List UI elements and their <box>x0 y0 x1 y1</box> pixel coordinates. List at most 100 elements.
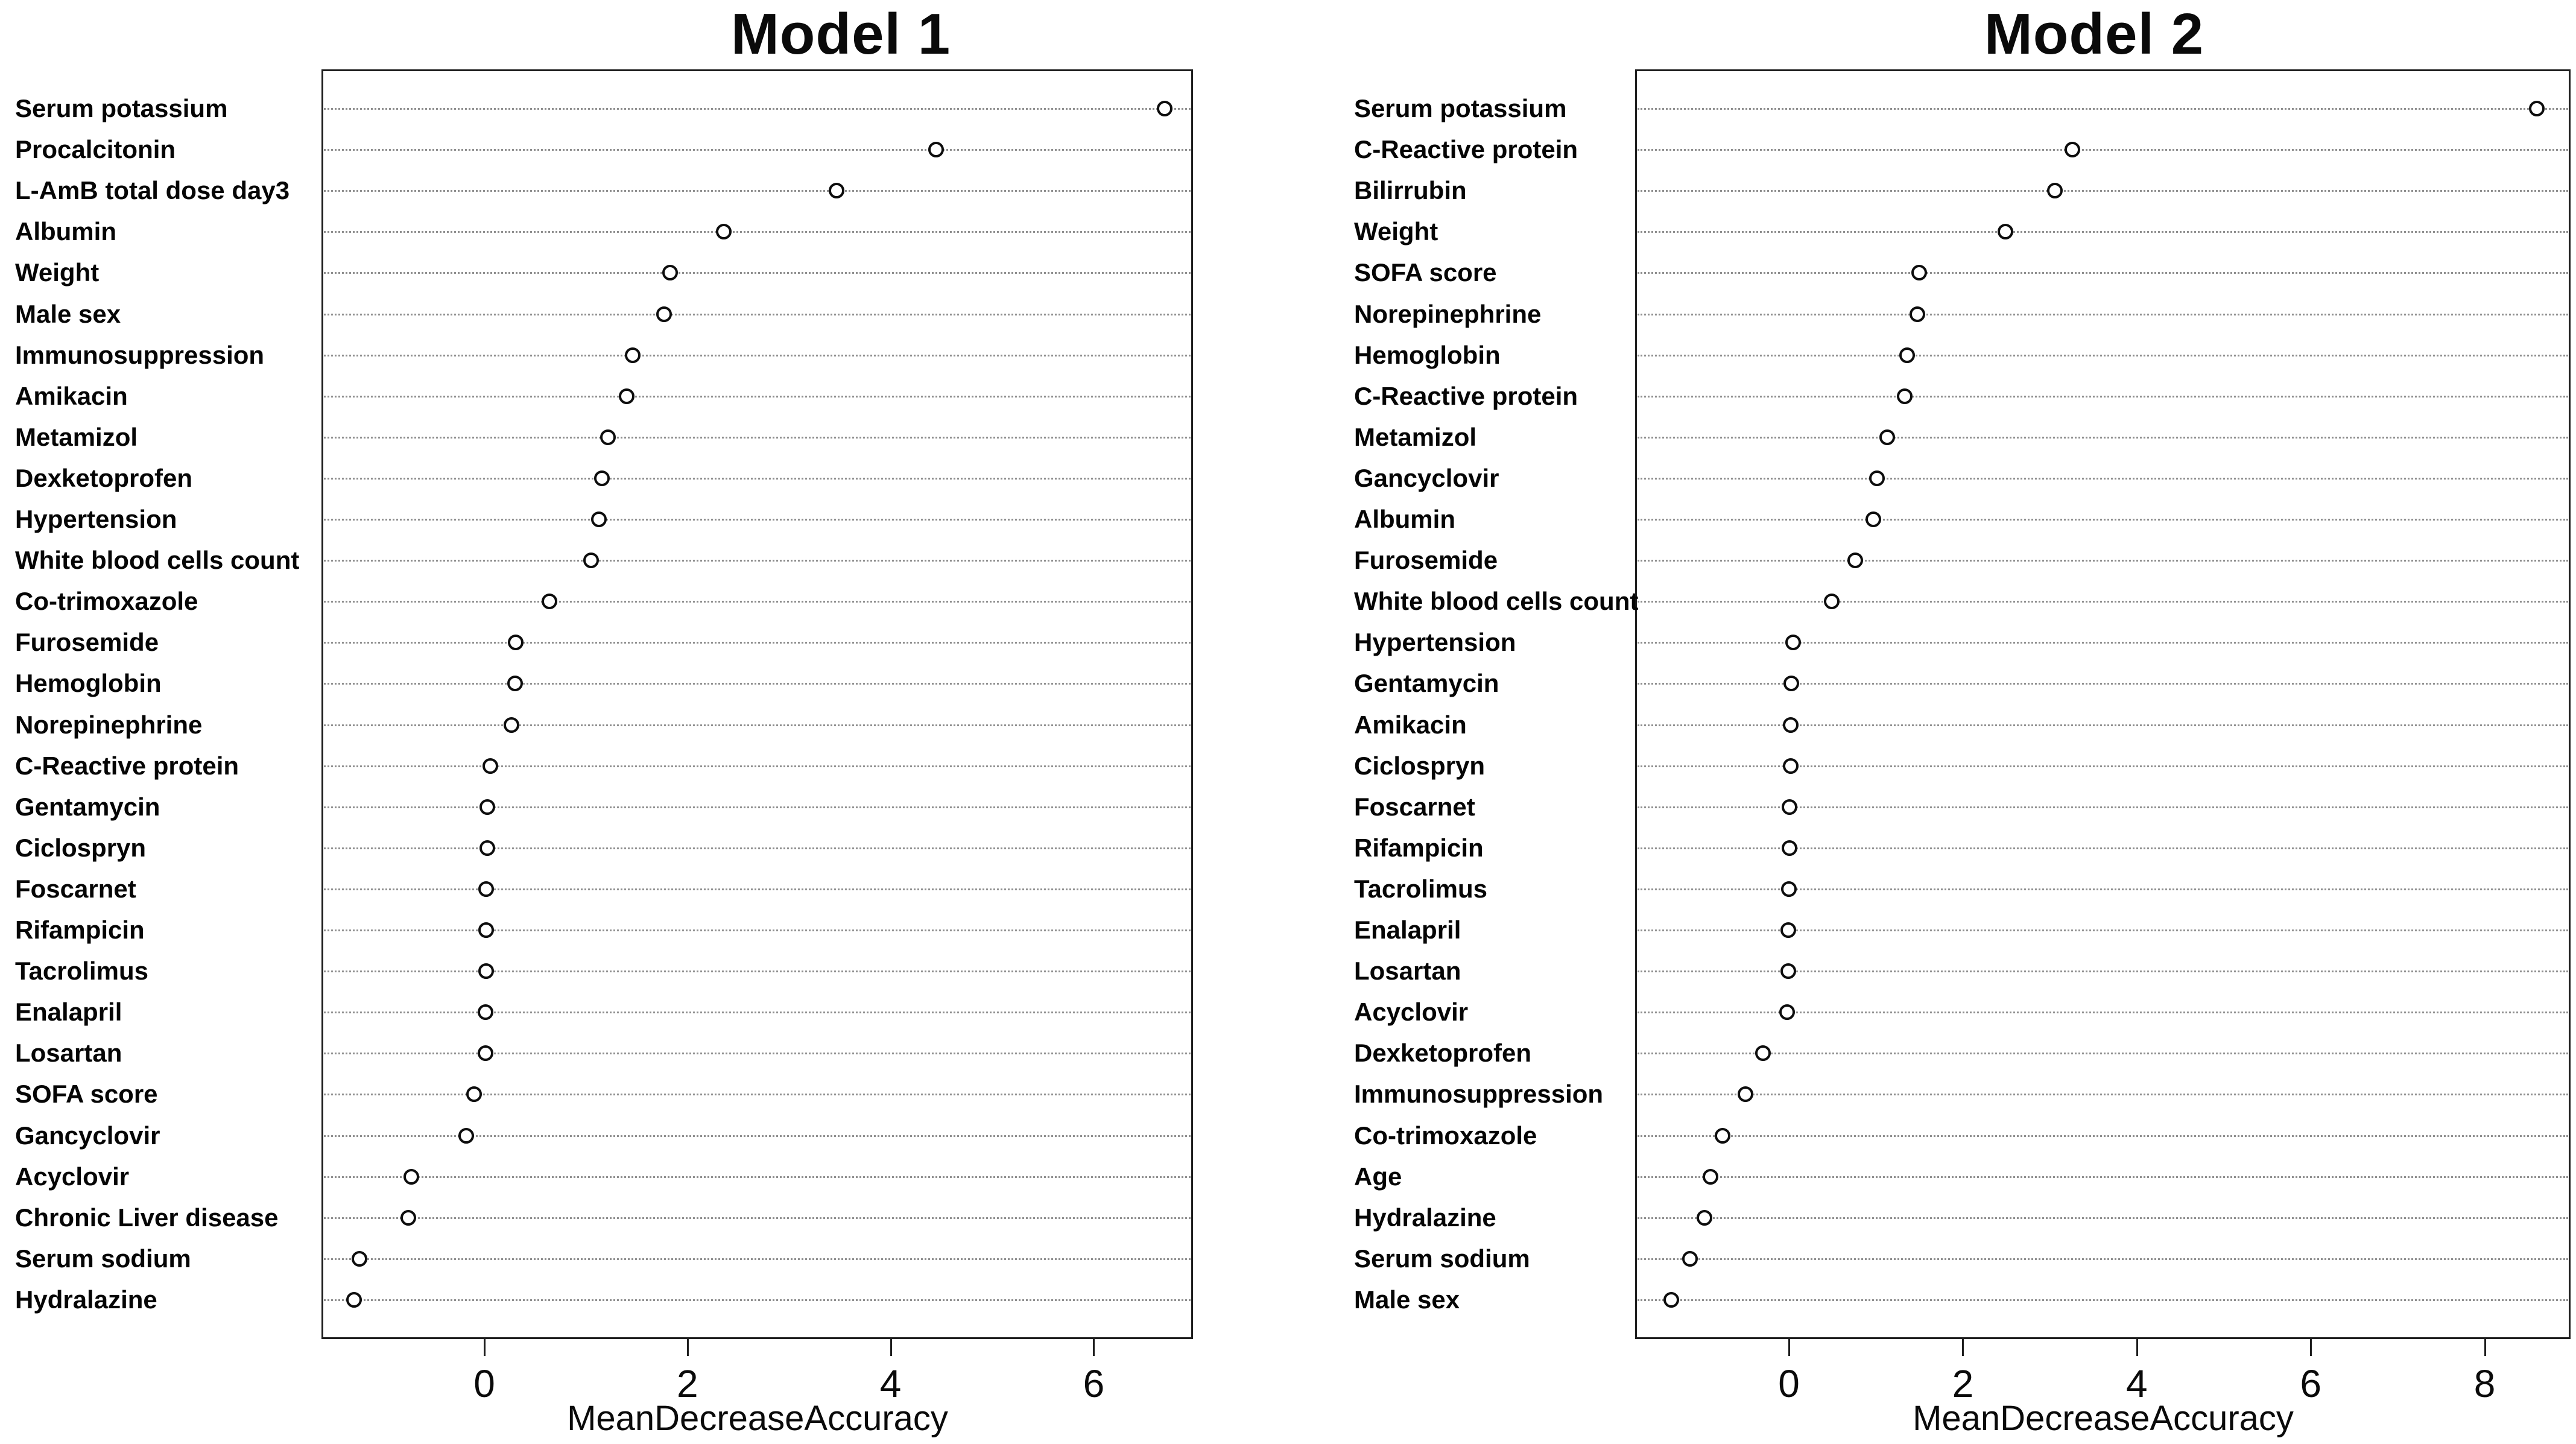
row-label: Amikacin <box>1354 710 1467 739</box>
row-guide-dotted-line <box>324 108 1191 110</box>
data-point-marker <box>477 1004 493 1021</box>
row-guide-dotted-line <box>1638 1299 2568 1301</box>
x-axis-title-model-1: MeanDecreaseAccuracy <box>567 1399 948 1438</box>
row-guide-dotted-line <box>324 806 1191 808</box>
row-guide-dotted-line <box>324 971 1191 973</box>
row-label: White blood cells count <box>15 546 300 575</box>
row-guide-dotted-line <box>1638 1135 2568 1137</box>
data-point-marker <box>478 922 495 938</box>
row-guide-dotted-line <box>324 231 1191 233</box>
data-point-marker <box>1703 1168 1719 1185</box>
row-label: Foscarnet <box>15 874 136 903</box>
row-guide-dotted-line <box>1638 395 2568 397</box>
row-label: Acyclovir <box>1354 998 1469 1027</box>
row-label: Procalcitonin <box>15 135 176 164</box>
row-label: Enalapril <box>15 998 122 1027</box>
row-label: SOFA score <box>15 1080 158 1109</box>
row-guide-dotted-line <box>324 313 1191 315</box>
data-point-marker <box>541 594 557 610</box>
row-label: SOFA score <box>1354 258 1497 287</box>
plot-area-model-1 <box>321 69 1193 1339</box>
row-label: Weight <box>15 258 100 287</box>
row-guide-dotted-line <box>1638 971 2568 973</box>
x-axis-tick-label: 0 <box>1778 1362 1800 1405</box>
row-label: Furosemide <box>1354 546 1498 575</box>
row-guide-dotted-line <box>324 395 1191 397</box>
row-label: L-AmB total dose day3 <box>15 176 290 205</box>
row-label: Gancyclovir <box>1354 463 1499 492</box>
panel-title-model-2: Model 2 <box>1984 2 2204 66</box>
row-label: Co-trimoxazole <box>1354 1121 1537 1150</box>
data-point-marker <box>1879 429 1895 445</box>
row-label: Hypertension <box>15 505 177 533</box>
data-point-marker <box>1782 758 1799 774</box>
row-label: C-Reactive protein <box>15 751 239 780</box>
row-label: Metamizol <box>1354 422 1477 451</box>
data-point-marker <box>478 881 495 897</box>
data-point-marker <box>479 799 496 815</box>
row-label: Losartan <box>15 1039 122 1068</box>
data-point-marker <box>594 470 610 486</box>
data-point-marker <box>1998 224 2014 240</box>
row-label: Hypertension <box>1354 628 1516 657</box>
row-label: Hydralazine <box>15 1285 157 1314</box>
x-axis-tick-label: 4 <box>879 1362 902 1405</box>
data-point-marker <box>477 1045 493 1062</box>
row-label: Rifampicin <box>1354 833 1484 862</box>
row-label: Chronic Liver disease <box>15 1203 279 1232</box>
row-guide-dotted-line <box>324 642 1191 644</box>
row-guide-dotted-line <box>324 601 1191 603</box>
row-guide-dotted-line <box>324 724 1191 726</box>
row-guide-dotted-line <box>324 929 1191 931</box>
row-label: Male sex <box>15 299 121 328</box>
x-axis-tick-label: 8 <box>2473 1362 2496 1405</box>
data-point-marker <box>1782 717 1799 733</box>
row-label: Co-trimoxazole <box>15 587 198 616</box>
data-point-marker <box>1782 799 1798 815</box>
data-point-marker <box>1865 511 1881 527</box>
row-label: Hemoglobin <box>1354 340 1501 369</box>
row-guide-dotted-line <box>1638 108 2568 110</box>
data-point-marker <box>1785 635 1802 651</box>
row-label: Immunosuppression <box>1354 1080 1604 1109</box>
x-axis-tick-label: 4 <box>2126 1362 2148 1405</box>
row-guide-dotted-line <box>324 1053 1191 1055</box>
data-point-marker <box>2065 142 2081 158</box>
row-label: C-Reactive protein <box>1354 381 1578 410</box>
data-point-marker <box>591 511 607 527</box>
row-guide-dotted-line <box>324 436 1191 439</box>
data-point-marker <box>508 635 524 651</box>
data-point-marker <box>458 1127 474 1144</box>
data-point-marker <box>403 1168 419 1185</box>
row-guide-dotted-line <box>324 1012 1191 1014</box>
data-point-marker <box>1780 963 1796 980</box>
x-axis-tick-mark <box>686 1339 689 1356</box>
data-point-marker <box>507 676 523 692</box>
x-axis-tick-label: 2 <box>1952 1362 1974 1405</box>
data-point-marker <box>1847 553 1863 569</box>
data-point-marker <box>662 265 679 281</box>
data-point-marker <box>2529 101 2545 116</box>
row-guide-dotted-line <box>324 560 1191 562</box>
row-label: Serum sodium <box>15 1244 191 1273</box>
row-label: Age <box>1354 1162 1402 1191</box>
x-axis-tick-mark <box>2310 1339 2312 1356</box>
data-point-marker <box>656 306 672 322</box>
data-point-marker <box>583 553 599 569</box>
data-point-marker <box>479 840 496 856</box>
row-guide-dotted-line <box>324 1135 1191 1137</box>
data-point-marker <box>1697 1209 1713 1226</box>
row-guide-dotted-line <box>1638 560 2568 562</box>
data-point-marker <box>1715 1127 1731 1144</box>
data-point-marker <box>618 388 635 404</box>
x-axis-tick-label: 6 <box>1083 1362 1105 1405</box>
data-point-marker <box>466 1086 483 1103</box>
data-point-marker <box>504 717 520 733</box>
row-guide-dotted-line <box>1638 519 2568 521</box>
row-guide-dotted-line <box>1638 477 2568 480</box>
row-guide-dotted-line <box>1638 1258 2568 1260</box>
row-guide-dotted-line <box>324 683 1191 685</box>
row-guide-dotted-line <box>324 847 1191 849</box>
data-point-marker <box>624 347 641 363</box>
data-point-marker <box>1157 101 1173 116</box>
